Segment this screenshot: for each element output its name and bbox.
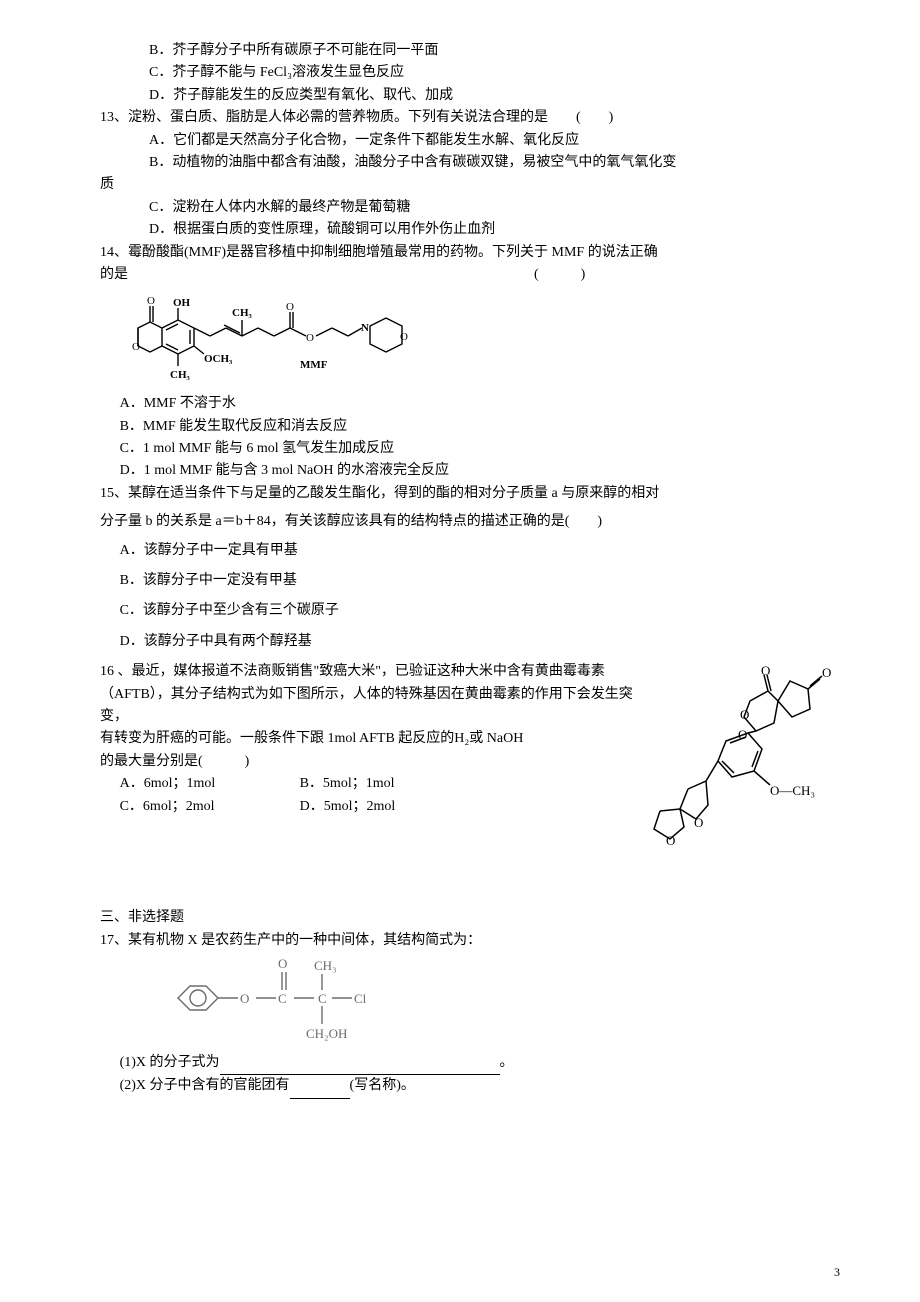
section3-title: 三、非选择题: [100, 907, 840, 929]
q17-sub2: (2)X 分子中含有的官能团有 (写名称)。: [120, 1075, 840, 1098]
q17-blank2[interactable]: [290, 1075, 350, 1098]
q16-row2: C．6mol；2mol D．5mol；2mol: [120, 796, 640, 818]
mmf-O2: O: [286, 301, 294, 313]
q14-stem1: 14、霉酚酸酯(MMF)是器官移植中抑制细胞增殖最常用的药物。下列关于 MMF …: [100, 242, 840, 264]
q16-stem2: （AFTB），其分子结构式为如下图所示，人体的特殊基因在黄曲霉素的作用下会发生突…: [100, 684, 640, 729]
q16-stem3: 有转变为肝癌的可能。一般条件下跟 1mol AFTB 起反应的H₂或 NaOH: [100, 728, 640, 750]
q17-Odbbl: O: [278, 956, 287, 971]
mmf-O3: O: [400, 331, 408, 343]
q15-optC: C．该醇分子中至少含有三个碳原子: [120, 600, 840, 622]
q13-optB-2: 质: [100, 174, 840, 196]
q12-optC: C．芥子醇不能与 FeCl₃溶液发生显色反应: [149, 62, 840, 84]
q16-optD: D．5mol；2mol: [300, 796, 480, 818]
q13-optA: A．它们都是天然高分子化合物，一定条件下都能发生水解、氧化反应: [149, 130, 840, 152]
aftb-O5: O: [666, 833, 675, 848]
q13-stem: 13、淀粉、蛋白质、脂肪是人体必需的营养物质。下列有关说法合理的是 ( ): [100, 107, 840, 129]
aftb-structure-icon: O O O O O O O—CH₃: [640, 661, 840, 861]
q17-CH3: CH₃: [314, 958, 337, 973]
q15-optB: B．该醇分子中一定没有甲基: [120, 570, 840, 592]
q17-sub2-pre: (2)X 分子中含有的官能团有: [120, 1078, 290, 1093]
aftb-O4: O: [738, 727, 747, 742]
aftb-O6: O: [694, 815, 703, 830]
mmf-N: N: [361, 322, 369, 334]
q16-optC: C．6mol；2mol: [120, 796, 300, 818]
aftb-O3: O: [740, 707, 749, 722]
q17-C1: C: [278, 991, 287, 1006]
q14-optC: C．1 mol MMF 能与 6 mol 氢气发生加成反应: [120, 438, 840, 460]
q17-structure-icon: O C C Cl O CH₃ CH₂OH: [160, 952, 420, 1052]
q16-optA: A．6mol；1mol: [120, 773, 300, 795]
q13-options: A．它们都是天然高分子化合物，一定条件下都能发生水解、氧化反应 B．动植物的油脂…: [149, 130, 840, 175]
q16-optB: B．5mol；1mol: [300, 773, 480, 795]
q17-blank1[interactable]: [220, 1052, 500, 1075]
q14-optB: B．MMF 能发生取代反应和消去反应: [120, 416, 840, 438]
q17-O: O: [240, 991, 249, 1006]
mmf-OH: OH: [173, 297, 191, 309]
q17-sub1: (1)X 的分子式为 。: [120, 1052, 840, 1075]
mmf-O-ester: O: [306, 332, 314, 344]
svg-text:O: O: [132, 341, 140, 353]
aftb-O2: O: [822, 665, 831, 680]
page-number: 3: [834, 1263, 840, 1282]
mmf-CH3a: CH₃: [232, 307, 253, 319]
q17-sub1-post: 。: [500, 1055, 514, 1070]
q14-options: A．MMF 不溶于水 B．MMF 能发生取代反应和消去反应 C．1 mol MM…: [120, 393, 840, 483]
q13-optC: C．淀粉在人体内水解的最终产物是葡萄糖: [149, 197, 840, 219]
q15-options: A．该醇分子中一定具有甲基 B．该醇分子中一定没有甲基 C．该醇分子中至少含有三…: [120, 540, 840, 654]
q17-Cl: Cl: [354, 991, 367, 1006]
q17-stem: 17、某有机物 X 是农药生产中的一种中间体，其结构简式为：: [100, 930, 840, 952]
q16-figure: O O O O O O O—CH₃: [640, 661, 840, 861]
mmf-CH3b: CH₃: [170, 369, 191, 381]
q12-optB: B．芥子醇分子中所有碳原子不可能在同一平面: [149, 40, 840, 62]
mmf-O1: O: [147, 295, 155, 307]
q12-optD: D．芥子醇能发生的反应类型有氧化、取代、加成: [149, 85, 840, 107]
q13-optB-1: B．动植物的油脂中都含有油酸，油酸分子中含有碳碳双键，易被空气中的氧气氧化变: [149, 152, 840, 174]
q14-optA: A．MMF 不溶于水: [120, 393, 840, 415]
aftb-OCH3: O—CH₃: [770, 783, 815, 798]
mmf-OCH3: OCH₃: [204, 353, 233, 365]
q17-CH2OH: CH₂OH: [306, 1026, 347, 1041]
q15-optD: D．该醇分子中具有两个醇羟基: [120, 631, 840, 653]
q14-optD: D．1 mol MMF 能与含 3 mol NaOH 的水溶液完全反应: [120, 460, 840, 482]
q15-stem1: 15、某醇在适当条件下与足量的乙酸发生酯化，得到的酯的相对分子质量 a 与原来醇…: [100, 483, 840, 505]
q16-stem4: 的最大量分别是( ): [100, 751, 640, 773]
q17-sub1-pre: (1)X 的分子式为: [120, 1055, 220, 1070]
mmf-name: MMF: [300, 359, 328, 371]
mmf-structure-icon: O: [100, 292, 440, 387]
q17-figure: O C C Cl O CH₃ CH₂OH: [160, 952, 840, 1052]
q17-C2: C: [318, 991, 327, 1006]
q16-stem1: 16 、最近，媒体报道不法商贩销售"致癌大米"，已验证这种大米中含有黄曲霉毒素: [100, 661, 640, 683]
q12-options: B．芥子醇分子中所有碳原子不可能在同一平面 C．芥子醇不能与 FeCl₃溶液发生…: [149, 40, 840, 107]
q14-stem2: 的是 ( ): [100, 264, 840, 286]
q17-sub2-mid: (写名称)。: [350, 1078, 415, 1093]
q15-stem2: 分子量 b 的关系是 a＝b＋84，有关该醇应该具有的结构特点的描述正确的是( …: [100, 511, 840, 533]
q13-optD: D．根据蛋白质的变性原理，硫酸铜可以用作外伤止血剂: [149, 219, 840, 241]
q15-optA: A．该醇分子中一定具有甲基: [120, 540, 840, 562]
aftb-O1: O: [761, 663, 770, 678]
q16-row1: A．6mol；1mol B．5mol；1mol: [120, 773, 640, 795]
q16-block: 16 、最近，媒体报道不法商贩销售"致癌大米"，已验证这种大米中含有黄曲霉毒素 …: [100, 661, 840, 861]
q13-options-cd: C．淀粉在人体内水解的最终产物是葡萄糖 D．根据蛋白质的变性原理，硫酸铜可以用作…: [149, 197, 840, 242]
q14-figure: O: [100, 292, 840, 387]
